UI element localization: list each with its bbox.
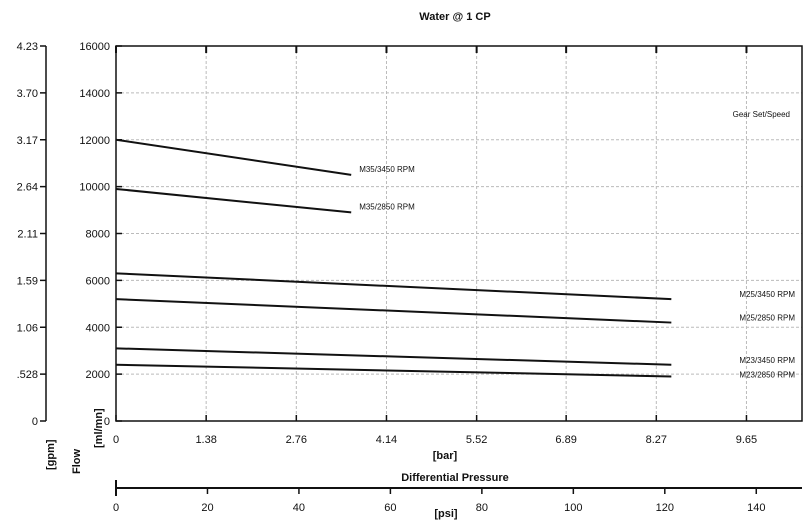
series-label: M25/3450 RPM [739,290,795,299]
x-tick-label: 6.89 [555,434,576,446]
legend-title: Gear Set/Speed [733,110,790,119]
y-tick-label: 16000 [79,41,110,53]
series-label: M35/3450 RPM [359,165,415,174]
gpm-tick-label: 1.06 [17,322,38,334]
series-line [115,363,672,378]
y-tick-label: 14000 [79,88,110,100]
y-tick-label: 8000 [86,229,110,241]
series-line [115,138,352,176]
y-tick-label: 12000 [79,135,110,147]
series-label: M23/3450 RPM [739,356,795,365]
x-tick-label: 2.76 [286,434,307,446]
series-lines: M35/3450 RPM M35/2850 RPM M25/3450 RPM M25/… [115,138,795,379]
series-label: M25/2850 RPM [739,314,795,323]
gpm-tick-label: 0 [32,416,38,428]
y-tick-label: 4000 [86,322,110,334]
y-tick-label: 6000 [86,275,110,287]
x-axis-label-psi: [psi] [434,508,458,520]
psi-tick-label: 80 [476,502,488,514]
psi-tick-label: 100 [564,502,582,514]
psi-tick-label: 140 [747,502,765,514]
x-axis-label-bar: [bar] [433,450,458,462]
grid-lines [116,46,802,421]
psi-tick-label: 40 [293,502,305,514]
y-axis-label-gpm: [gpm] [45,439,57,470]
gpm-tick-label: 3.70 [17,88,38,100]
gpm-tick-label: .528 [17,369,38,381]
y-tick-label: 10000 [79,182,110,194]
series-line [115,272,672,301]
x-tick-label: 9.65 [736,434,757,446]
y-axis-label-ml: [ml/mn] [93,408,105,448]
y-tick-label: 2000 [86,369,110,381]
series-line [115,347,672,366]
gpm-tick-label: 3.17 [17,135,38,147]
series-line [115,187,352,214]
y-axis-label-flow: Flow [71,449,83,474]
x-tick-label: 8.27 [646,434,667,446]
gpm-tick-label: 1.59 [17,275,38,287]
psi-tick-label: 120 [656,502,674,514]
x-tick-label: 1.38 [195,434,216,446]
x-axis-title: Differential Pressure [401,472,509,484]
psi-axis: 0 20 40 60 80 100 120 140 [113,480,802,514]
x-axis-bar-ticks: 0 1.38 2.76 4.14 5.52 6.89 8.27 9.65 [113,46,757,446]
x-tick-label: 4.14 [376,434,397,446]
x-tick-label: 0 [113,434,119,446]
psi-tick-label: 0 [113,502,119,514]
gpm-tick-label: 4.23 [17,41,38,53]
gpm-axis: 0 .528 1.06 1.59 2.11 2.64 3.17 3.70 4.23 [17,41,47,428]
chart-title: Water @ 1 CP [419,11,490,23]
series-line [115,298,672,324]
y-tick-label: 0 [104,416,110,428]
series-label: M23/2850 RPM [739,370,795,379]
y-axis-ml-ticks: 0 2000 4000 6000 8000 10000 12000 14000 16000 [79,41,122,428]
gpm-tick-label: 2.64 [17,182,38,194]
gpm-tick-label: 2.11 [17,229,38,241]
x-tick-label: 5.52 [466,434,487,446]
psi-tick-label: 20 [201,502,213,514]
psi-tick-label: 60 [384,502,396,514]
series-label: M35/2850 RPM [359,202,415,211]
